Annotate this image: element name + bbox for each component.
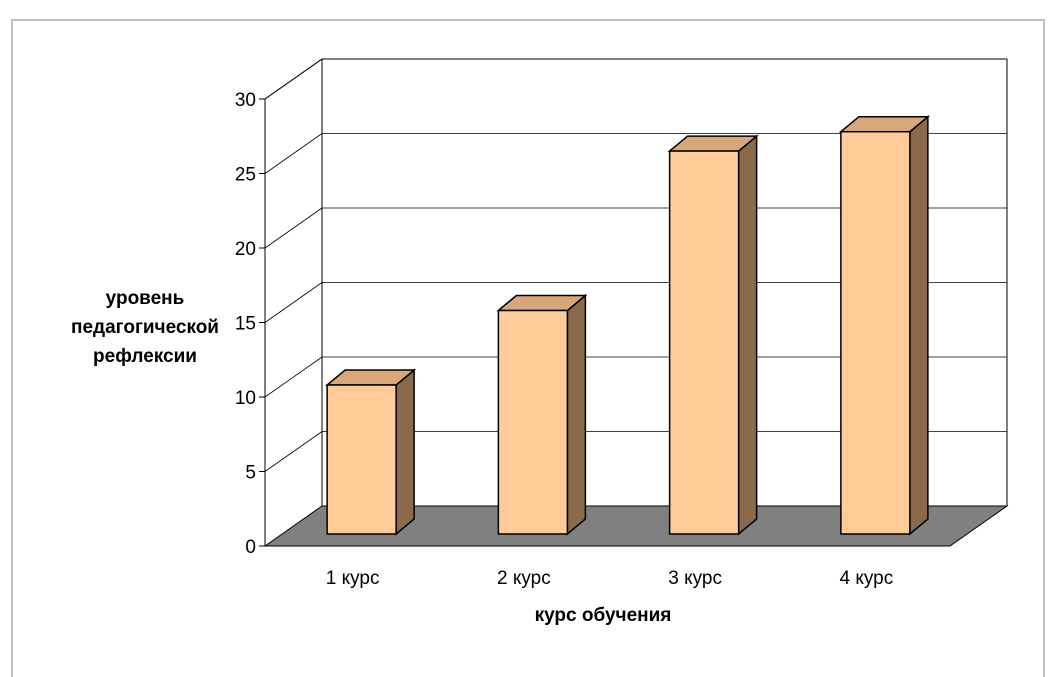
x-axis-title: курс обучения [535, 605, 672, 626]
gridline-side [265, 208, 322, 248]
y-axis-title-line-3: рефлексии [60, 342, 230, 371]
gridline-side [265, 283, 322, 323]
bar-side [396, 370, 414, 534]
bar-1 [327, 370, 414, 534]
bar-side [910, 117, 928, 534]
bar-front [841, 132, 910, 534]
x-category-label: 3 курс [668, 568, 722, 589]
y-tick-label: 5 [245, 463, 256, 484]
gridline-side [265, 432, 322, 472]
bar-side [567, 296, 585, 535]
gridline-side [265, 357, 322, 397]
gridline-side [265, 59, 322, 99]
x-category-label: 4 курс [840, 568, 894, 589]
bar-front [327, 385, 396, 534]
y-tick-label: 15 [235, 314, 256, 335]
y-tick-label: 0 [245, 537, 256, 558]
y-axis-title-line-2: педагогической [60, 313, 230, 342]
y-tick-label: 30 [235, 90, 256, 111]
y-axis-title-line-1: уровень [60, 284, 230, 313]
y-tick-label: 20 [235, 239, 256, 260]
x-category-label: 1 курс [326, 568, 380, 589]
bar-front [498, 311, 567, 535]
bar-4 [841, 117, 928, 534]
bar-front [670, 151, 739, 534]
gridline-side [265, 134, 322, 174]
y-axis-title: уровень педагогической рефлексии [60, 284, 230, 371]
bar-3 [670, 136, 757, 534]
y-tick-label: 25 [235, 165, 256, 186]
x-category-label: 2 курс [497, 568, 551, 589]
bar-2 [498, 296, 585, 535]
y-tick-label: 10 [235, 388, 256, 409]
bar-side [739, 136, 757, 534]
